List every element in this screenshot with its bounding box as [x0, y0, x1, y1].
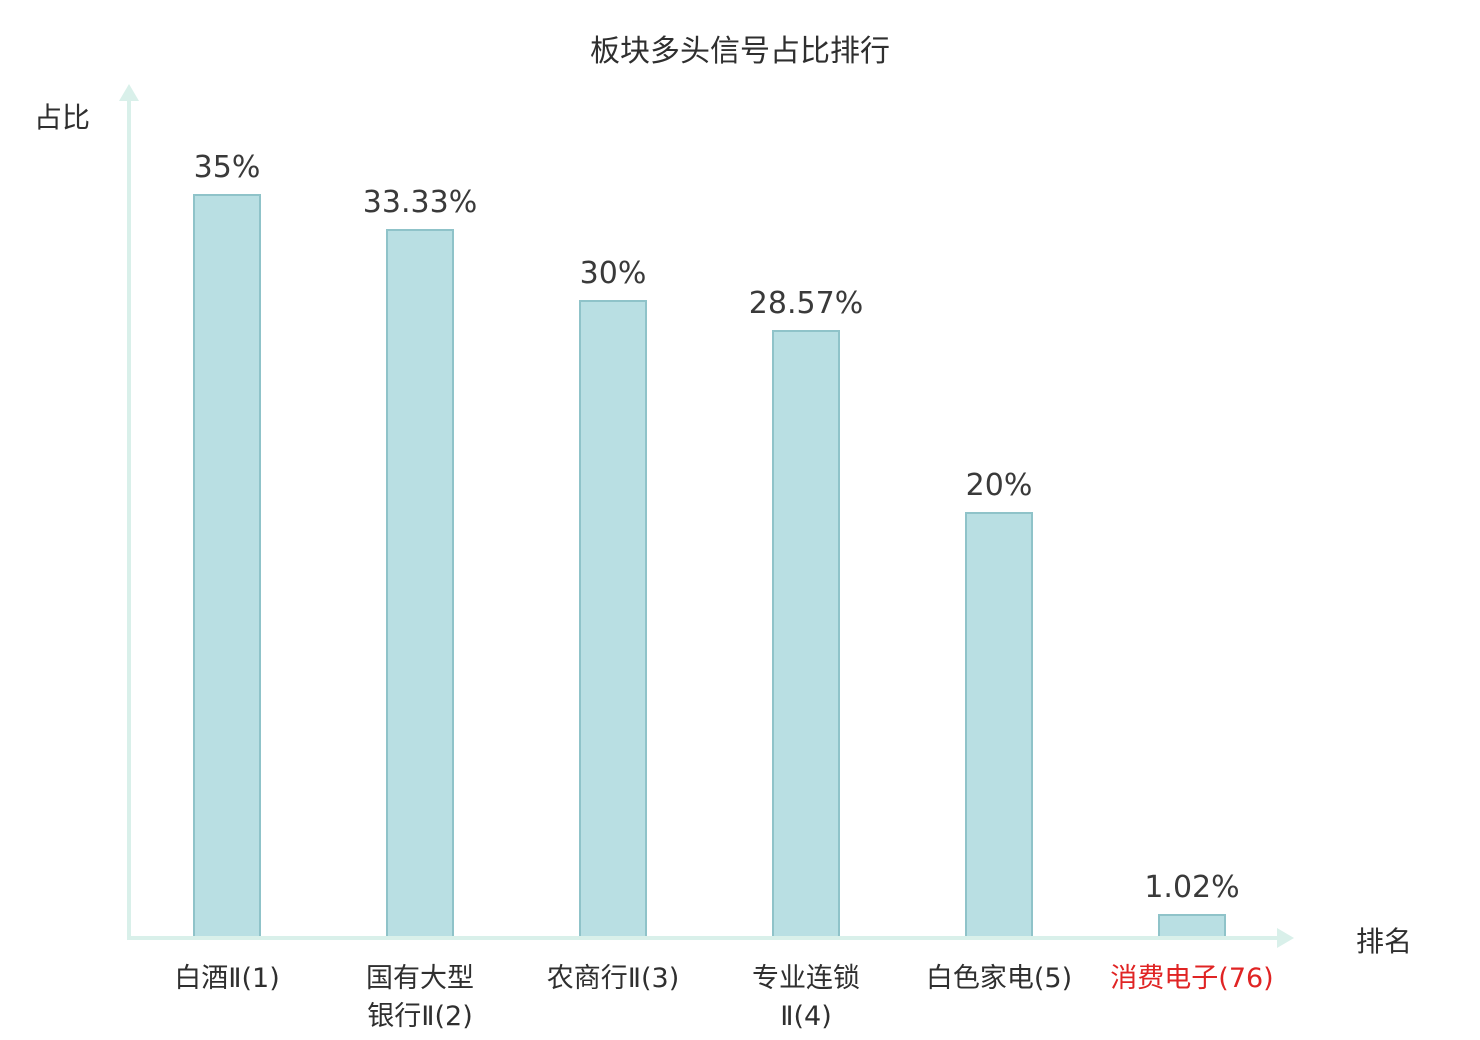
- bar: [193, 194, 261, 936]
- y-axis-label: 占比: [34, 101, 91, 134]
- bar-value-label: 28.57%: [748, 286, 864, 321]
- bar-category-label: 专业连锁 Ⅱ(4): [752, 963, 860, 1032]
- bar-value-label: 35%: [193, 150, 261, 185]
- bar: [1158, 914, 1226, 936]
- x-axis-arrow-icon: [1277, 928, 1294, 948]
- y-axis-arrow-icon: [119, 84, 139, 101]
- bar: [579, 300, 647, 936]
- bar: [386, 229, 454, 936]
- chart-title: 板块多头信号占比排行: [590, 34, 890, 69]
- bar-value-label: 33.33%: [362, 185, 478, 220]
- bar-value-label: 20%: [965, 468, 1033, 503]
- bar-category-label: 白酒Ⅱ(1): [174, 963, 280, 994]
- bar: [965, 512, 1033, 936]
- bar-category-label: 国有大型 银行Ⅱ(2): [366, 963, 474, 1032]
- bar-value-label: 1.02%: [1144, 870, 1240, 905]
- bar-category-label: 白色家电(5): [925, 963, 1073, 994]
- x-axis: [127, 936, 1279, 940]
- bar-category-label: 农商行Ⅱ(3): [546, 963, 680, 994]
- y-axis: [127, 100, 131, 938]
- bar-value-label: 30%: [579, 256, 647, 291]
- bar-category-label: 消费电子(76): [1110, 963, 1274, 994]
- x-axis-label: 排名: [1356, 925, 1413, 958]
- bar: [772, 330, 840, 936]
